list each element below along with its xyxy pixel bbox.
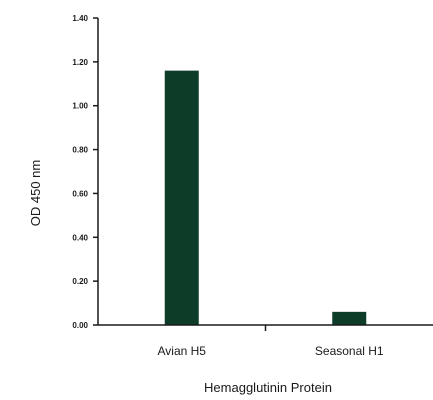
y-tick-label: 1.20 [72,58,88,67]
x-category-label: Seasonal H1 [315,344,384,358]
bar-seasonal-h1 [332,311,367,325]
y-tick-label: 1.00 [72,102,88,111]
x-axis-category-labels: Avian H5 Seasonal H1 [158,344,384,358]
y-axis-ticks: 0.00 0.20 0.40 0.60 0.80 1.00 1.20 1.40 [72,14,98,330]
y-tick-label: 0.40 [72,233,88,242]
y-tick-label: 0.20 [72,277,88,286]
y-tick-label: 1.40 [72,14,88,23]
bars [164,70,367,325]
y-tick-label: 0.80 [72,146,88,155]
y-axis-title: OD 450 nm [28,160,43,226]
x-axis-title: Hemagglutinin Protein [204,380,332,395]
y-tick-label: 0.00 [72,321,88,330]
x-category-label: Avian H5 [158,344,207,358]
bar-avian-h5 [164,70,199,325]
y-tick-label: 0.60 [72,189,88,198]
